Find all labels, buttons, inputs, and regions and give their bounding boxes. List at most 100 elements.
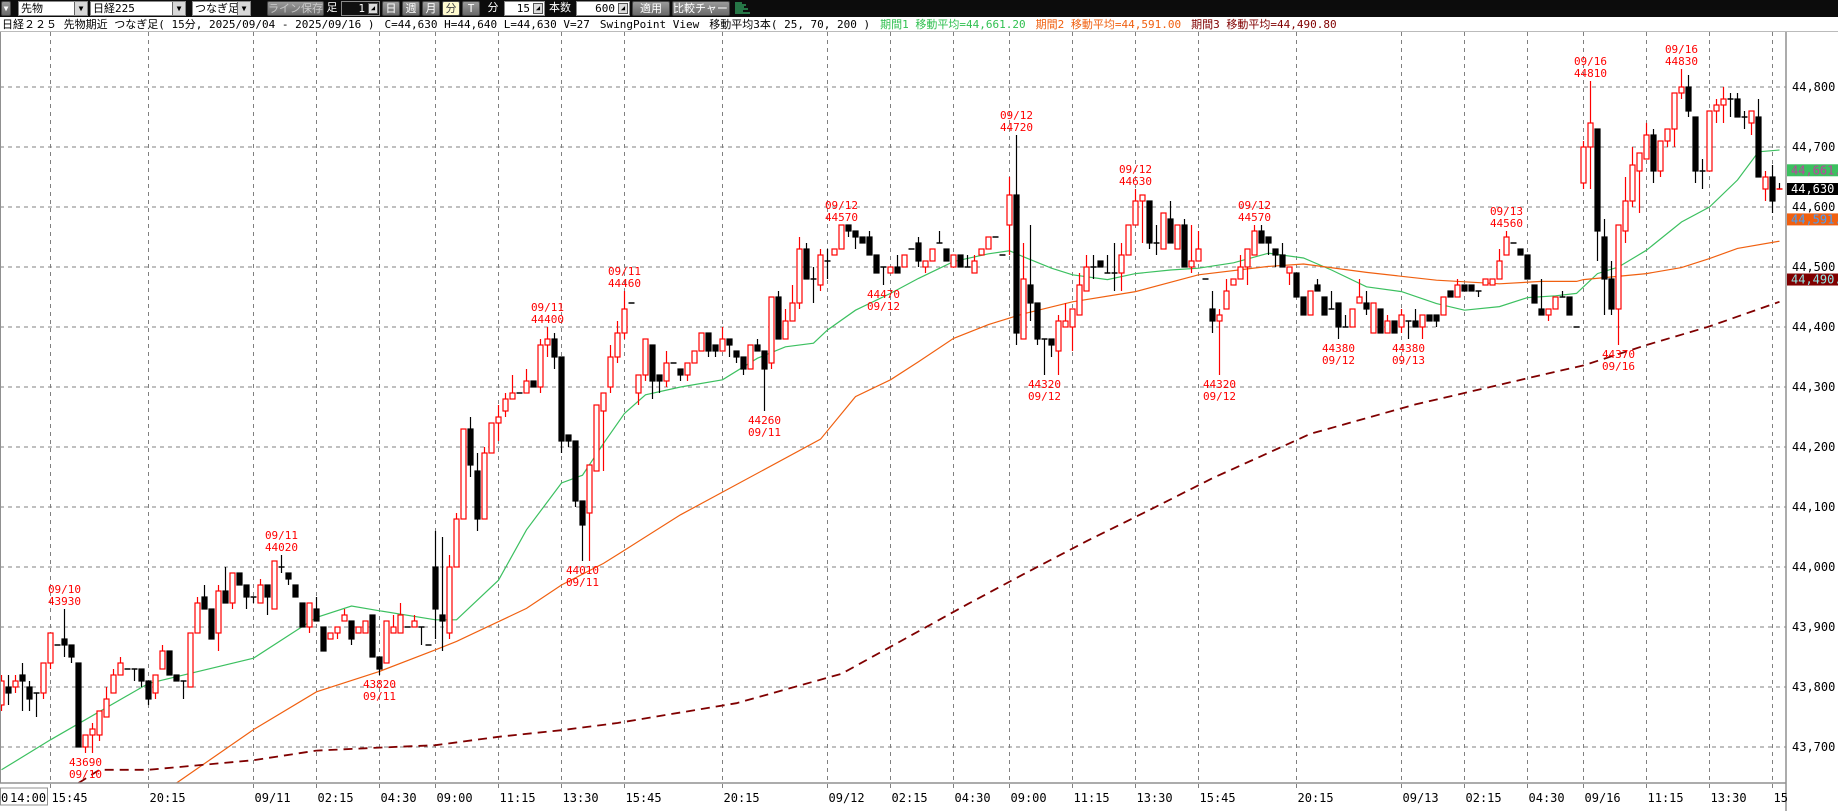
candle [1223, 279, 1230, 310]
period-tick-button[interactable]: T [462, 1, 480, 16]
candle [593, 404, 600, 472]
candle-body-up [1545, 308, 1552, 316]
candle-body-down [1650, 134, 1657, 172]
candle [964, 255, 971, 268]
candle-body-up [47, 632, 54, 664]
candle-body-up [117, 662, 124, 676]
candle-body-up [215, 590, 222, 634]
candle [1272, 248, 1279, 267]
spinner-icon[interactable]: ◢ [368, 3, 378, 14]
candle [1293, 272, 1300, 298]
candle-body-down [320, 626, 327, 652]
candle [887, 266, 894, 274]
period-week-button[interactable]: 週 [402, 1, 420, 16]
grid [0, 32, 1786, 789]
index-select-value: 日経225 [93, 2, 135, 15]
candle-body-up [1657, 140, 1664, 172]
candle-body-down [1146, 200, 1153, 244]
candle [719, 327, 726, 352]
candle [523, 369, 530, 394]
candle-body-up [1020, 278, 1027, 340]
annotation-price: 44400 [531, 313, 564, 326]
candle [467, 417, 474, 477]
candle-body-down [474, 470, 481, 520]
candle-body-down [1692, 116, 1699, 172]
ma3-value: 期間3 移動平均=44,490.80 [1191, 18, 1337, 31]
candle [1580, 141, 1587, 189]
candle [544, 327, 551, 357]
annotation-price: 44630 [1119, 175, 1152, 188]
candle-body-down [1265, 236, 1272, 244]
series-select[interactable]: つなぎ足 ▼ [192, 1, 251, 16]
candle-body-down [68, 644, 75, 658]
period-day-button[interactable]: 日 [382, 1, 400, 16]
annotation-price: 44260 [748, 414, 781, 427]
annotation-date: 09/11 [265, 529, 298, 542]
candle [481, 447, 488, 520]
annotation-price: 44010 [566, 564, 599, 577]
value-tag: 44,591.00 [1787, 212, 1838, 226]
candle [89, 723, 96, 753]
candle-body-up [1370, 302, 1377, 334]
candle [1132, 189, 1139, 226]
x-tick-label: 15:45 [626, 791, 662, 805]
candle-body-up [1552, 296, 1559, 310]
candle-body-down [1363, 302, 1370, 310]
candle [1069, 308, 1076, 351]
indicator-list-icon[interactable] [734, 1, 752, 16]
candle [1300, 296, 1307, 316]
candle-body-down [439, 614, 446, 622]
candle-body-up [978, 248, 985, 256]
candle [1356, 279, 1363, 304]
index-select[interactable]: 日経225 ▼ [90, 1, 186, 16]
candle [1776, 183, 1783, 190]
bar-count-input[interactable]: 1 ◢ [341, 1, 380, 16]
candle [411, 615, 418, 628]
chart-info-bar: 日経２２５ 先物期近 つなぎ足( 15分, 2025/09/04 - 2025/… [0, 17, 1838, 32]
candle [439, 537, 446, 651]
candle [880, 266, 887, 285]
y-tick-label: 43,900.0 [1792, 620, 1838, 634]
minute-input[interactable]: 15 ◢ [504, 1, 545, 16]
candle-body-down [873, 254, 880, 274]
candle [1398, 309, 1405, 333]
candle [1139, 194, 1146, 243]
candle-body-up [194, 602, 201, 634]
compare-chart-button[interactable]: 比較チャート [672, 1, 730, 16]
candle [1657, 140, 1664, 177]
candle-body-up [691, 350, 698, 364]
annotation-date: 09/11 [608, 265, 641, 278]
period-minute-button[interactable]: 分 [442, 1, 460, 16]
spinner-icon[interactable]: ◢ [533, 3, 543, 14]
candle-body-down [1167, 218, 1174, 244]
candle [19, 663, 26, 711]
candle-body-down [572, 440, 579, 502]
candle [1321, 296, 1328, 316]
candle-body-down [1566, 296, 1573, 316]
market-select[interactable]: 先物 ▼ [18, 1, 88, 16]
chevron-down-icon: ▼ [172, 2, 185, 15]
candle-body-down [285, 572, 292, 580]
candle-body-down [1538, 308, 1545, 316]
candle-body-up [1062, 320, 1069, 328]
count-input[interactable]: 600 ◢ [576, 1, 630, 16]
menu-dropdown-button[interactable]: ▼ [1, 1, 11, 16]
candle-body-down [432, 566, 439, 610]
line-save-button[interactable]: ライン保存 [267, 1, 324, 16]
candle-body-up [768, 296, 775, 364]
x-tick-label: 13:30 [1137, 791, 1173, 805]
annotation-date: 09/16 [1602, 360, 1635, 373]
candle [1048, 338, 1055, 357]
candle [761, 350, 768, 411]
candle-body-down [208, 608, 215, 640]
spinner-icon[interactable]: ◢ [618, 3, 628, 14]
candle-body-up [159, 650, 166, 670]
scroll-position-box[interactable] [0, 787, 48, 806]
apply-button[interactable]: 適用 [632, 1, 670, 16]
candle [495, 405, 502, 441]
period-month-button[interactable]: 月 [422, 1, 440, 16]
candlestick-chart[interactable]: 09/10439304369009/1009/11440204382009/11… [0, 32, 1838, 811]
candle [796, 237, 803, 309]
x-tick-label: 09/12 [829, 791, 865, 805]
